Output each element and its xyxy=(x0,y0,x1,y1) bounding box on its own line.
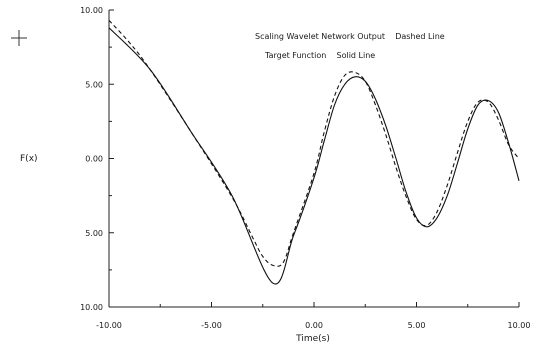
series-line-target-function xyxy=(108,27,520,285)
x-tick-label: 0.00 xyxy=(305,321,323,330)
x-axis-label: Time(s) xyxy=(295,334,330,344)
y-tick-label: 5.00 xyxy=(85,229,103,238)
x-ticks: -10.00 -5.00 0.00 5.00 10.00 xyxy=(96,302,530,330)
x-tick-label: -10.00 xyxy=(96,321,122,330)
plus-icon xyxy=(11,30,27,46)
legend-line-solid: Target Function Solid Line xyxy=(264,51,375,60)
y-tick-label: 0.00 xyxy=(85,155,103,164)
x-tick-label: -5.00 xyxy=(201,321,222,330)
x-tick-label: 5.00 xyxy=(408,321,426,330)
y-tick-label: 5.00 xyxy=(85,80,103,89)
legend: Scaling Wavelet Network Output Dashed Li… xyxy=(255,32,445,60)
x-tick-label: 10.00 xyxy=(508,321,531,330)
y-ticks: 10.00 5.00 0.00 5.00 10.00 xyxy=(80,6,114,312)
series-group xyxy=(108,20,520,285)
legend-line-dashed: Scaling Wavelet Network Output Dashed Li… xyxy=(255,32,445,41)
y-tick-label: 10.00 xyxy=(80,6,103,15)
y-axis-label: F(x) xyxy=(20,154,38,164)
y-tick-label: 10.00 xyxy=(80,303,103,312)
